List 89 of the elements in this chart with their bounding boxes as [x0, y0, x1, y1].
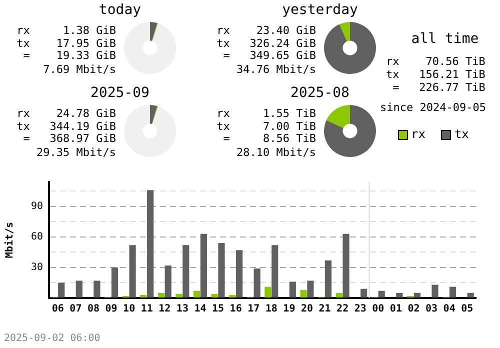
bar [140, 294, 147, 298]
x-tick-label: 02 [408, 304, 420, 315]
text: = 226.77 TiB [392, 81, 486, 94]
bar [58, 282, 65, 298]
text: tx 17.95 GiB [16, 36, 116, 50]
bar [289, 282, 296, 298]
bar [432, 284, 438, 298]
text: = 19.33 GiB [23, 49, 116, 62]
x-tick-label: 19 [283, 304, 296, 315]
x-tick-label: 00 [372, 304, 384, 315]
text: tx 326.24 GiB [216, 36, 316, 50]
bar [164, 265, 172, 298]
text: tx 7.00 TiB [216, 120, 316, 132]
bar [467, 292, 474, 298]
text: rx 70.56 TiB [386, 55, 486, 68]
bar [94, 280, 100, 298]
bar [200, 234, 207, 298]
x-tick-label: 21 [318, 304, 331, 315]
x-tick-label: 18 [265, 304, 278, 315]
bar [111, 267, 118, 298]
text: = 8.56 TiB [223, 132, 316, 145]
text: rx 1.38 GiB [16, 24, 116, 37]
x-tick-label: 03 [425, 304, 438, 315]
bar [147, 190, 154, 298]
bar [307, 280, 314, 298]
text: since 2024-09-05 [380, 101, 486, 114]
x-tick-label: 17 [248, 304, 260, 315]
x-tick-label: 12 [158, 304, 171, 315]
bar [211, 294, 218, 298]
bar [378, 290, 385, 298]
y-tick-label: 90 [30, 201, 43, 212]
legend-label: rx [411, 127, 426, 141]
text: rx 23.40 GiB [216, 24, 316, 37]
x-tick-label: 20 [300, 304, 314, 315]
legend-label: tx [454, 127, 469, 141]
text: 34.76 Mbit/s [236, 63, 316, 76]
text: tx 156.21 TiB [386, 68, 486, 81]
bar [254, 268, 260, 298]
bar [264, 286, 272, 298]
x-tick-label: 07 [70, 304, 82, 315]
x-tick-label: 14 [194, 304, 206, 315]
bar [300, 290, 307, 298]
x-tick-label: 05 [461, 304, 474, 315]
x-tick-label: 15 [212, 304, 224, 315]
bar [272, 245, 278, 298]
bar [336, 292, 342, 298]
bar [236, 250, 243, 298]
x-tick-label: 22 [336, 304, 349, 315]
text: all time [410, 31, 480, 47]
bar [76, 280, 82, 298]
bar [218, 243, 225, 298]
y-tick-label: 60 [30, 232, 43, 243]
chart-title: 2025-08 [289, 85, 350, 101]
chart-title: today [98, 2, 142, 18]
bar [158, 292, 164, 298]
bar [182, 245, 190, 298]
bar [396, 292, 403, 298]
bar [414, 292, 420, 298]
x-tick-label: 08 [87, 304, 100, 315]
x-tick-label: 13 [176, 304, 188, 315]
x-tick-label: 10 [123, 304, 136, 315]
bar [324, 260, 332, 298]
bar [342, 234, 350, 298]
x-tick-label: 16 [230, 304, 242, 315]
text: = 349.65 GiB [223, 49, 316, 62]
text: 29.35 Mbit/s [36, 146, 116, 159]
x-tick-label: 06 [52, 304, 64, 315]
bar [129, 245, 136, 298]
bar [193, 290, 200, 298]
y-axis-title: Mbit/s [4, 222, 16, 258]
x-tick-label: 04 [443, 304, 456, 315]
text: 7.69 Mbit/s [43, 63, 116, 76]
text: 2025-09-02 06:00 [4, 333, 100, 344]
y-tick-label: 30 [30, 262, 43, 274]
x-tick-label: 01 [390, 304, 402, 315]
text: rx 1.55 TiB [216, 107, 316, 120]
x-tick-label: 09 [105, 304, 118, 315]
text: rx 24.78 GiB [16, 107, 116, 120]
chart-title: 2025-09 [89, 85, 150, 101]
bar [449, 286, 456, 298]
bar [360, 288, 368, 298]
x-tick-label: 11 [140, 304, 153, 315]
text: = 368.97 GiB [23, 132, 116, 145]
text: tx 344.19 GiB [16, 120, 116, 132]
bar [229, 294, 236, 298]
text: 28.10 Mbit/s [236, 146, 316, 159]
bar [176, 294, 182, 298]
x-tick-label: 23 [354, 304, 366, 315]
chart-title: yesterday [281, 2, 359, 18]
